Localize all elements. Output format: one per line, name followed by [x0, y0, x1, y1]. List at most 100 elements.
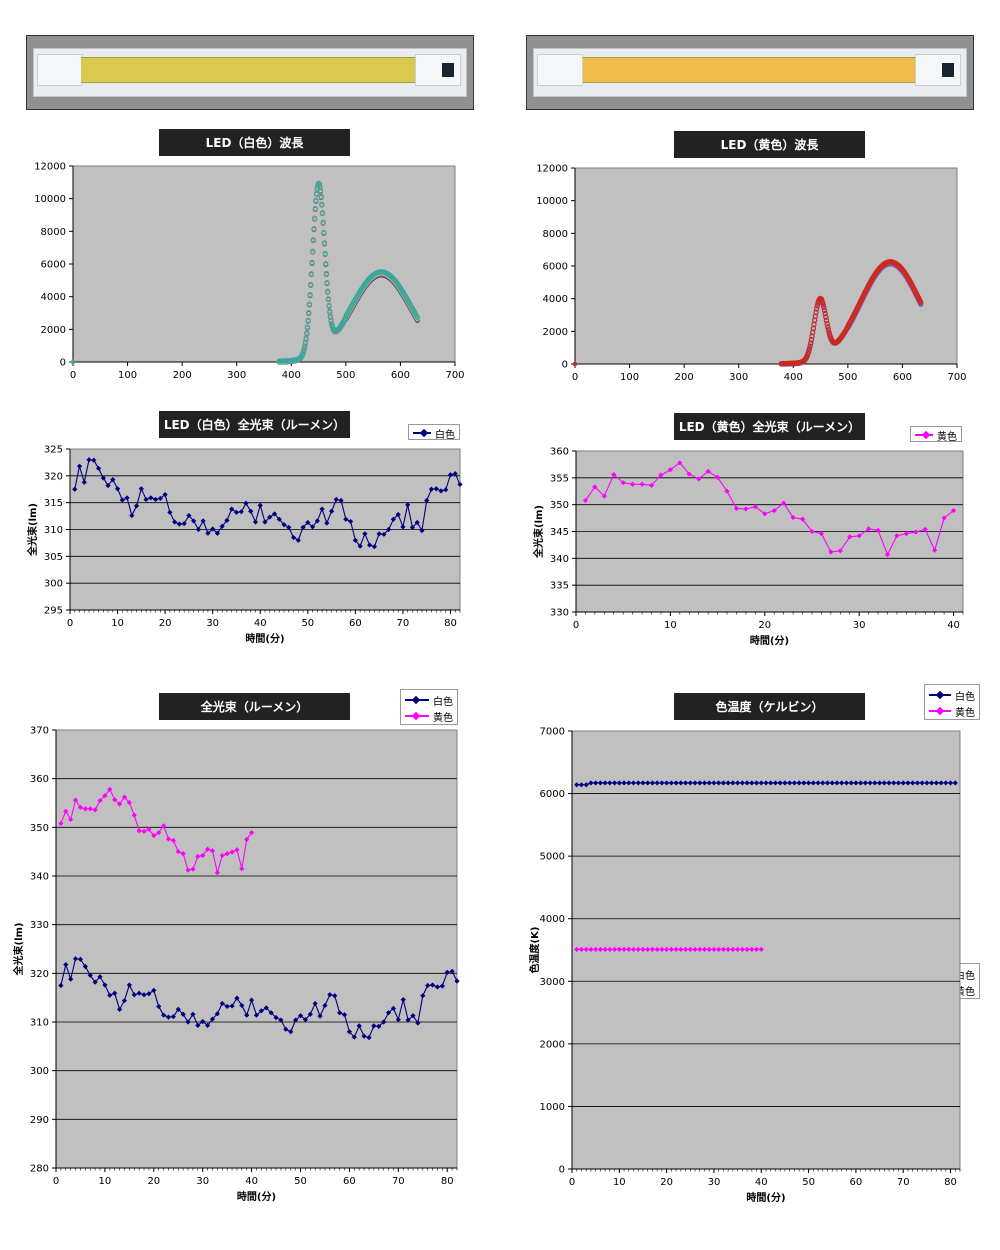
- legend-label: 白色: [955, 691, 975, 703]
- data-point: [58, 982, 64, 989]
- data-point: [673, 946, 679, 952]
- spectrum-series-3: [70, 180, 421, 365]
- y-tick-label: 340: [30, 872, 49, 883]
- y-tick-label: 295: [44, 606, 63, 617]
- y-tick-label: 6000: [41, 260, 66, 271]
- data-point: [443, 487, 449, 493]
- data-point: [697, 946, 703, 952]
- data-point: [362, 531, 368, 537]
- spectrum-point: [826, 329, 832, 335]
- data-point: [829, 780, 835, 786]
- spectrum-point-origin: [70, 359, 76, 365]
- data-point: [210, 526, 216, 532]
- data-point: [200, 518, 206, 524]
- data-point: [214, 530, 221, 536]
- data-point: [175, 849, 181, 855]
- legend-marker-white: [929, 690, 951, 700]
- y-axis-label: 全光束(lm): [26, 503, 39, 557]
- data-point: [682, 946, 689, 952]
- x-tick-label: 10: [664, 620, 677, 631]
- data-point: [790, 514, 796, 521]
- data-point: [160, 1012, 167, 1018]
- series-white: [574, 780, 958, 788]
- data-point: [107, 786, 113, 792]
- y-tick-label: 1000: [540, 1102, 565, 1113]
- data-point: [677, 460, 683, 466]
- led-photo-white: [26, 35, 474, 110]
- data-point: [801, 780, 807, 786]
- data-point: [739, 946, 745, 952]
- data-point: [862, 780, 868, 786]
- spectrum-point: [323, 270, 330, 277]
- spectrum-point: [825, 327, 832, 333]
- data-point: [428, 486, 435, 492]
- spectrum-point: [824, 320, 830, 327]
- data-point: [630, 946, 637, 952]
- data-point: [138, 486, 144, 492]
- data-point: [711, 946, 717, 952]
- spectrum-point: [309, 259, 315, 266]
- spectrum-point: [326, 302, 332, 308]
- y-tick-label: 4000: [540, 914, 565, 925]
- legend-label: 白色: [433, 696, 453, 708]
- data-point: [191, 518, 197, 524]
- data-point: [664, 780, 670, 786]
- data-point: [602, 946, 608, 952]
- data-point: [341, 1012, 348, 1018]
- data-point: [239, 866, 245, 872]
- legend-item-yellow: 黄色: [915, 427, 957, 443]
- data-point: [386, 526, 392, 533]
- data-point: [805, 780, 812, 786]
- data-point: [97, 797, 103, 804]
- y-axis-label: 全光束(lm): [532, 505, 545, 559]
- data-point: [872, 780, 878, 786]
- data-point: [180, 851, 186, 857]
- x-tick-label: 60: [850, 1177, 863, 1188]
- data-point: [77, 956, 84, 962]
- x-tick-label: 80: [444, 618, 457, 629]
- x-axis-label: 時間(分): [245, 632, 284, 645]
- data-point: [438, 488, 444, 494]
- data-point: [76, 463, 83, 469]
- data-point: [148, 495, 154, 501]
- data-point: [839, 780, 845, 786]
- spectrum-point: [302, 343, 308, 349]
- data-point: [611, 946, 618, 952]
- data-point: [847, 534, 853, 540]
- spectrum-point: [807, 343, 813, 349]
- data-point: [58, 820, 64, 827]
- legend-item-white: 白色: [405, 692, 453, 708]
- data-point: [891, 780, 897, 786]
- data-point: [100, 475, 106, 481]
- spectrum-point: [814, 306, 820, 312]
- data-point: [668, 946, 674, 952]
- data-point: [107, 992, 113, 998]
- data-point: [195, 526, 202, 533]
- spectrum-point: [316, 181, 322, 187]
- data-point: [229, 1003, 235, 1009]
- data-point: [875, 527, 881, 534]
- data-point: [249, 997, 255, 1003]
- spectrum-point: [825, 324, 831, 330]
- series-yellow: [582, 460, 957, 558]
- data-point: [214, 869, 220, 876]
- data-point: [300, 524, 306, 530]
- spectrum-point: [321, 240, 328, 246]
- y-tick-label: 320: [30, 969, 49, 980]
- data-point: [720, 946, 727, 952]
- spectrum-point: [325, 296, 331, 302]
- photo-endcap-left: [537, 54, 583, 86]
- data-point: [772, 780, 779, 786]
- data-point: [705, 468, 711, 474]
- data-point: [124, 495, 130, 501]
- x-tick-label: 30: [206, 618, 219, 629]
- data-point: [81, 479, 87, 485]
- data-point: [434, 984, 441, 990]
- y-tick-label: 0: [60, 358, 66, 369]
- spectrum-point: [813, 309, 819, 315]
- data-point: [371, 1023, 377, 1029]
- legend-label: 黄色: [937, 431, 957, 443]
- data-point: [157, 495, 163, 501]
- spectrum-point: [310, 237, 316, 243]
- data-point: [762, 511, 768, 517]
